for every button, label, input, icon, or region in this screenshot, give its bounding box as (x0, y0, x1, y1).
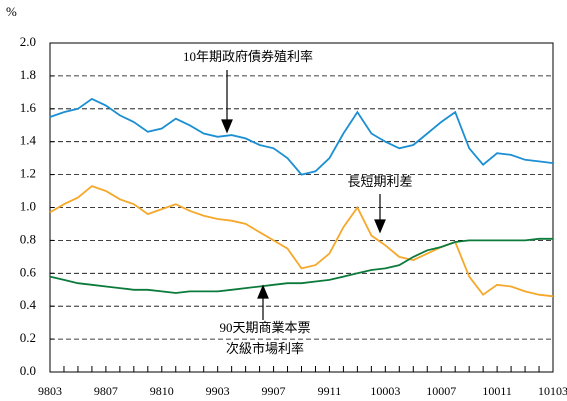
arrows (221, 70, 386, 320)
y-tick-label: 1.6 (20, 100, 37, 115)
y-tick-label: 2.0 (20, 34, 36, 49)
y-tick-label: 1.2 (20, 166, 36, 181)
y-tick-label: 0.8 (20, 231, 36, 246)
plot-frame (49, 42, 554, 373)
x-tick-label: 10011 (482, 384, 512, 398)
y-tick-label: 1.8 (20, 67, 36, 82)
y-tick-label: 0.6 (20, 264, 37, 279)
x-tick-label: 10003 (370, 384, 400, 398)
x-tick-label: 9803 (38, 384, 62, 398)
x-tick-label: 10007 (426, 384, 456, 398)
y-tick-label: 0.4 (20, 297, 37, 312)
y-tick-label: 0.2 (20, 330, 36, 345)
x-tick-label: 9807 (94, 384, 118, 398)
arrow-head (257, 284, 269, 299)
series-line (49, 237, 553, 294)
plot: 0.0 0.2 0.4 0.6 0.8 1.0 1.2 1.4 1.6 1.8 2.0 9803 980… (20, 34, 567, 398)
y-tick-label: 1.0 (20, 198, 36, 213)
series-line (49, 97, 554, 176)
y-unit: % (6, 4, 17, 19)
annotation: 長短期利差 (347, 174, 412, 189)
annotation: 次級市場利率 (226, 341, 304, 356)
x-tick-label: 9810 (150, 384, 174, 398)
y-tick-label: 1.4 (20, 133, 37, 148)
y-tick-label: 0.0 (20, 363, 36, 378)
x-tick-label: 9907 (262, 384, 286, 398)
arrow-head (374, 219, 386, 234)
series-line (49, 185, 554, 298)
x-tick-label: 9903 (206, 384, 230, 398)
annotation: 10年期政府債券殖利率 (183, 49, 313, 64)
annotation: 90天期商業本票 (219, 320, 310, 335)
x-tick-label: 10103 (538, 384, 567, 398)
arrow-head (221, 119, 233, 134)
x-tick-label: 9911 (318, 384, 342, 398)
